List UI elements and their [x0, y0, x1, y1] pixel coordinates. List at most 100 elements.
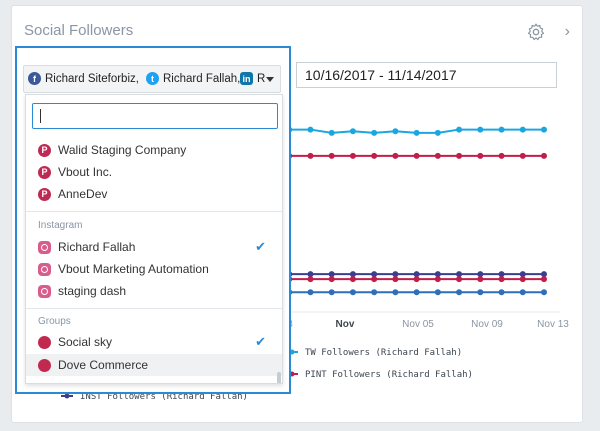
instagram-icon [38, 262, 51, 276]
selected-token-label: R [257, 72, 266, 85]
series-4-point [456, 289, 463, 296]
caret-down-icon[interactable] [266, 77, 274, 82]
series-3-point [498, 276, 505, 283]
group-label-groups: Groups [38, 316, 71, 327]
selected-token-facebook: f Richard Siteforbiz, [28, 72, 139, 85]
group-dot-icon [38, 358, 51, 372]
series-0-point [307, 126, 314, 133]
series-0-point [349, 128, 356, 135]
item-label: Richard Fallah [58, 240, 136, 254]
pinterest-icon: P [38, 187, 51, 201]
series-1-point [477, 152, 484, 159]
x-tick-label: Nov [336, 319, 355, 330]
series-2-point [477, 271, 484, 278]
list-item[interactable]: P AnneDev [26, 183, 282, 205]
x-tick-label: Nov 09 [471, 319, 503, 330]
date-range-input[interactable]: 10/16/2017 - 11/14/2017 [296, 62, 557, 88]
series-2-point [349, 271, 356, 278]
account-multiselect: f Richard Siteforbiz, t Richard Fallah, … [15, 46, 291, 394]
item-label: AnneDev [58, 187, 108, 201]
series-1-point [541, 152, 547, 159]
series-3-point [456, 276, 463, 283]
series-1-point [456, 152, 463, 159]
series-0-point [477, 126, 484, 133]
series-4-point [519, 289, 526, 296]
chevron-right-icon[interactable]: › [564, 23, 570, 40]
divider [26, 308, 282, 309]
series-1-point [328, 152, 335, 159]
legend-entry: PINT Followers (Richard Fallah) [305, 370, 473, 380]
series-2-point [541, 271, 547, 278]
check-icon: ✔ [255, 334, 266, 349]
list-item[interactable]: Richard Fallah ✔ [26, 236, 282, 258]
series-1-point [519, 152, 526, 159]
item-label: Vbout Inc. [58, 165, 113, 179]
series-0-point [392, 128, 399, 135]
linkedin-icon: in [240, 72, 253, 85]
series-2-point [498, 271, 505, 278]
group-label-instagram: Instagram [38, 220, 83, 231]
divider [26, 211, 282, 212]
account-select-toggle[interactable]: f Richard Siteforbiz, t Richard Fallah, … [23, 65, 281, 93]
series-1-point [349, 152, 356, 159]
account-dropdown-menu: P Walid Staging Company P Vbout Inc. P A… [25, 94, 283, 384]
scrollbar-thumb[interactable] [277, 372, 281, 383]
twitter-icon: t [146, 72, 159, 85]
series-2-point [371, 271, 378, 278]
series-2-point [413, 271, 420, 278]
selected-token-label: Richard Fallah, [163, 72, 241, 85]
list-item[interactable]: P Vbout Inc. [26, 161, 282, 183]
series-0-point [371, 129, 378, 136]
selected-token-linkedin: in R [240, 72, 265, 85]
check-icon: ✔ [255, 239, 266, 254]
dropdown-search-input[interactable] [32, 103, 278, 129]
series-4-point [349, 289, 356, 296]
series-4-point [307, 289, 314, 296]
series-1-point [307, 152, 314, 159]
list-item[interactable]: Dove Commerce [26, 354, 282, 376]
series-3-point [371, 276, 378, 283]
series-3-point [519, 276, 526, 283]
series-3-point [413, 276, 420, 283]
series-4-point [541, 289, 547, 296]
series-1-point [498, 152, 505, 159]
item-label: staging dash [58, 284, 127, 298]
x-tick-label: Nov 13 [537, 319, 569, 330]
series-1-point [413, 152, 420, 159]
series-1-point [392, 152, 399, 159]
item-label: Dove Commerce [58, 358, 149, 372]
pinterest-icon: P [38, 165, 51, 179]
pinterest-icon: P [38, 143, 51, 157]
series-line-0 [268, 128, 544, 134]
group-dot-icon [38, 335, 51, 349]
series-3-point [392, 276, 399, 283]
series-0-point [498, 126, 505, 133]
item-label: Social sky [58, 335, 113, 349]
series-4-point [328, 289, 335, 296]
list-item[interactable]: staging dash [26, 280, 282, 302]
series-4-point [392, 289, 399, 296]
legend-swatch-dot [64, 393, 70, 399]
list-item[interactable]: Social sky ✔ [26, 331, 282, 353]
series-4-point [498, 289, 505, 296]
list-item[interactable]: P Walid Staging Company [26, 139, 282, 161]
series-3-point [328, 276, 335, 283]
series-0-point [413, 129, 420, 136]
series-0-point [541, 126, 547, 133]
series-3-point [434, 276, 441, 283]
series-0-point [456, 126, 463, 133]
series-3-point [541, 276, 547, 283]
item-label: Vbout Marketing Automation [58, 262, 209, 276]
selected-token-twitter: t Richard Fallah, [146, 72, 240, 85]
series-2-point [519, 271, 526, 278]
series-3-point [477, 276, 484, 283]
series-2-point [434, 271, 441, 278]
series-1-point [434, 152, 441, 159]
series-0-point [328, 129, 335, 136]
list-item[interactable]: Vbout Marketing Automation [26, 258, 282, 280]
instagram-icon [38, 240, 51, 254]
series-2-point [328, 271, 335, 278]
widget-title: Social Followers [24, 22, 134, 39]
gear-icon[interactable] [526, 22, 546, 42]
